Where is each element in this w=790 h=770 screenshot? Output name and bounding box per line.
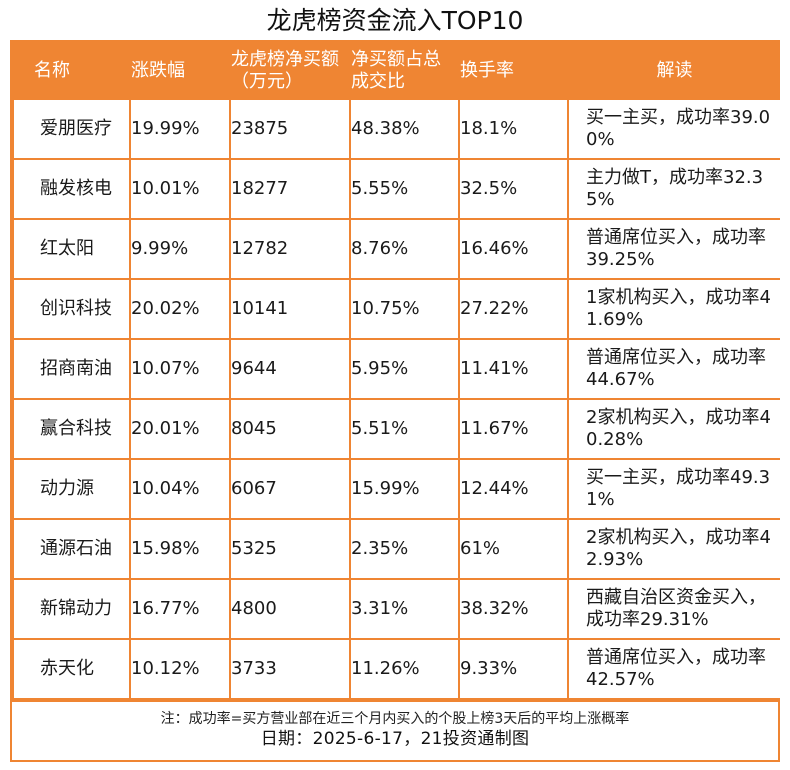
cell-turnover: 16.46% [460,220,567,278]
cell-name: 招商南油 [14,340,129,398]
cell-net-buy: 4800 [231,580,349,638]
cell-turnover: 9.33% [460,640,567,698]
header-row: 名称 涨跌幅 龙虎榜净买额（万元） 净买额占总成交比 换手率 解读 [14,44,780,98]
column-header-name: 名称 [14,44,129,98]
cell-net-ratio: 10.75% [351,280,458,338]
cell-turnover: 12.44% [460,460,567,518]
cell-net-ratio: 3.31% [351,580,458,638]
cell-change: 10.07% [131,340,229,398]
cell-name: 创识科技 [14,280,129,338]
cell-turnover: 11.67% [460,400,567,458]
footnote: 注：成功率=买方营业部在近三个月内买入的个股上榜3天后的平均上涨概率 [160,711,630,727]
cell-net-buy: 3733 [231,640,349,698]
cell-net-buy: 23875 [231,100,349,158]
cell-turnover: 38.32% [460,580,567,638]
cell-interpretation: 主力做T，成功率32.35% [569,160,780,218]
cell-interpretation: 普通席位买入，成功率39.25% [569,220,780,278]
cell-turnover: 18.1% [460,100,567,158]
column-header-interpretation: 解读 [569,44,780,98]
cell-turnover: 61% [460,520,567,578]
table-row: 招商南油 10.07% 9644 5.95% 11.41% 普通席位买入，成功率44.67… [14,340,780,398]
cell-interpretation: 西藏自治区资金买入，成功率29.31% [569,580,780,638]
cell-change: 20.02% [131,280,229,338]
cell-interpretation: 买一主买，成功率49.31% [569,460,780,518]
column-header-net-ratio: 净买额占总成交比 [351,44,458,98]
cell-change: 10.01% [131,160,229,218]
table-row: 通源石油 15.98% 5325 2.35% 61% 2家机构买入，成功率42.93% [14,520,780,578]
cell-net-buy: 6067 [231,460,349,518]
table-row: 创识科技 20.02% 10141 10.75% 27.22% 1家机构买入，成功率41.… [14,280,780,338]
table-row: 动力源 10.04% 6067 15.99% 12.44% 买一主买，成功率49.31% [14,460,780,518]
cell-interpretation: 2家机构买入，成功率40.28% [569,400,780,458]
cell-net-ratio: 5.55% [351,160,458,218]
page-title: 龙虎榜资金流入TOP10 [266,6,524,35]
table-row: 爱朋医疗 19.99% 23875 48.38% 18.1% 买一主买，成功率39.00% [14,100,780,158]
cell-name: 动力源 [14,460,129,518]
cell-change: 10.12% [131,640,229,698]
cell-net-buy: 5325 [231,520,349,578]
column-header-turnover: 换手率 [460,44,567,98]
cell-net-ratio: 8.76% [351,220,458,278]
table-row: 赢合科技 20.01% 8045 5.51% 11.67% 2家机构买入，成功率40.28… [14,400,780,458]
cell-name: 新锦动力 [14,580,129,638]
table-row: 红太阳 9.99% 12782 8.76% 16.46% 普通席位买入，成功率39.25% [14,220,780,278]
cell-net-buy: 18277 [231,160,349,218]
cell-name: 红太阳 [14,220,129,278]
cell-change: 19.99% [131,100,229,158]
cell-name: 赤天化 [14,640,129,698]
cell-change: 16.77% [131,580,229,638]
cell-interpretation: 2家机构买入，成功率42.93% [569,520,780,578]
cell-interpretation: 普通席位买入，成功率44.67% [569,340,780,398]
cell-interpretation: 1家机构买入，成功率41.69% [569,280,780,338]
cell-net-ratio: 15.99% [351,460,458,518]
cell-turnover: 27.22% [460,280,567,338]
cell-net-buy: 10141 [231,280,349,338]
column-header-change: 涨跌幅 [131,44,229,98]
table-row: 新锦动力 16.77% 4800 3.31% 38.32% 西藏自治区资金买入，成功率29… [14,580,780,638]
table-row: 赤天化 10.12% 3733 11.26% 9.33% 普通席位买入，成功率42.57% [14,640,780,698]
column-header-net-buy: 龙虎榜净买额（万元） [231,44,349,98]
cell-change: 20.01% [131,400,229,458]
cell-name: 赢合科技 [14,400,129,458]
cell-net-ratio: 11.26% [351,640,458,698]
cell-net-ratio: 5.51% [351,400,458,458]
cell-net-ratio: 5.95% [351,340,458,398]
table-row: 融发核电 10.01% 18277 5.55% 32.5% 主力做T，成功率32.35% [14,160,780,218]
date-credit: 日期：2025-6-17，21投资通制图 [260,729,530,749]
cell-net-buy: 12782 [231,220,349,278]
cell-net-buy: 8045 [231,400,349,458]
cell-interpretation: 普通席位买入，成功率42.57% [569,640,780,698]
cell-change: 9.99% [131,220,229,278]
table-body: 爱朋医疗 19.99% 23875 48.38% 18.1% 买一主买，成功率39.00%… [14,100,780,698]
cell-name: 融发核电 [14,160,129,218]
footer-notes: 注：成功率=买方营业部在近三个月内买入的个股上榜3天后的平均上涨概率 日期：20… [12,702,778,760]
cell-interpretation: 买一主买，成功率39.00% [569,100,780,158]
cell-turnover: 11.41% [460,340,567,398]
cell-name: 通源石油 [14,520,129,578]
cell-turnover: 32.5% [460,160,567,218]
cell-net-buy: 9644 [231,340,349,398]
cell-net-ratio: 2.35% [351,520,458,578]
data-table: 名称 涨跌幅 龙虎榜净买额（万元） 净买额占总成交比 换手率 解读 爱朋医疗 19… [12,42,782,700]
cell-change: 10.04% [131,460,229,518]
cell-change: 15.98% [131,520,229,578]
cell-net-ratio: 48.38% [351,100,458,158]
cell-name: 爱朋医疗 [14,100,129,158]
